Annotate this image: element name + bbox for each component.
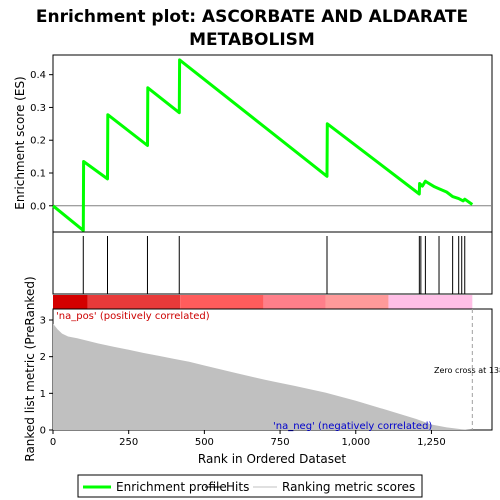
colorbar-segment [263,295,326,309]
es-panel-frame [52,54,493,233]
chart-title-line1: Enrichment plot: ASCORBATE AND ALDARATE [36,7,468,27]
metric-y-axis-label: Ranked list metric (PreRanked) [23,276,37,461]
legend-enrichment-label: Enrichment profile [116,480,227,494]
zero-cross-label: Zero cross at 1385 [434,366,500,375]
es-tick-label: 0.1 [30,169,46,180]
x-tick-label: 250 [119,437,138,448]
metric-tick-label: 2 [40,352,46,363]
x-axis: 0 250 500 750 1,000 1,250 [50,430,446,448]
ranking-metric-area [53,323,473,430]
colorbar-segment [388,295,473,309]
es-tick-label: 0.4 [30,70,46,81]
hits-markers [82,236,466,294]
hits-panel-frame [52,231,493,295]
legend-hits-label: Hits [226,480,249,494]
metric-tick-label: 1 [40,389,46,400]
colorbar-segment [87,295,181,309]
x-tick-label: 1,250 [417,437,446,448]
positive-correlation-label: 'na_pos' (positively correlated) [56,311,210,322]
chart-title-line2: METABOLISM [189,30,315,50]
legend-metric-label: Ranking metric scores [282,480,415,494]
es-y-axis-label: Enrichment score (ES) [13,76,27,209]
es-axis: 0.0 0.1 0.2 0.3 0.4 [30,70,53,212]
es-tick-label: 0.3 [30,103,46,114]
x-tick-label: 500 [195,437,214,448]
legend: Enrichment profile Hits Ranking metric s… [77,474,423,498]
metric-tick-label: 0 [40,426,46,437]
enrichment-profile-line [52,58,474,232]
metric-axis: 0 1 2 3 [40,316,53,437]
legend-frame [77,474,423,498]
rank-colorbar [53,295,473,309]
x-tick-label: 750 [271,437,290,448]
es-tick-label: 0.0 [30,201,46,212]
es-tick-label: 0.2 [30,136,46,147]
metric-tick-label: 3 [40,316,46,327]
colorbar-segment [180,295,264,309]
x-tick-label: 1,000 [341,437,370,448]
negative-correlation-label: 'na_neg' (negatively correlated) [273,421,432,432]
colorbar-segment [53,295,88,309]
colorbar-segment [325,295,389,309]
x-axis-label: Rank in Ordered Dataset [198,452,346,466]
x-tick-label: 0 [50,437,56,448]
